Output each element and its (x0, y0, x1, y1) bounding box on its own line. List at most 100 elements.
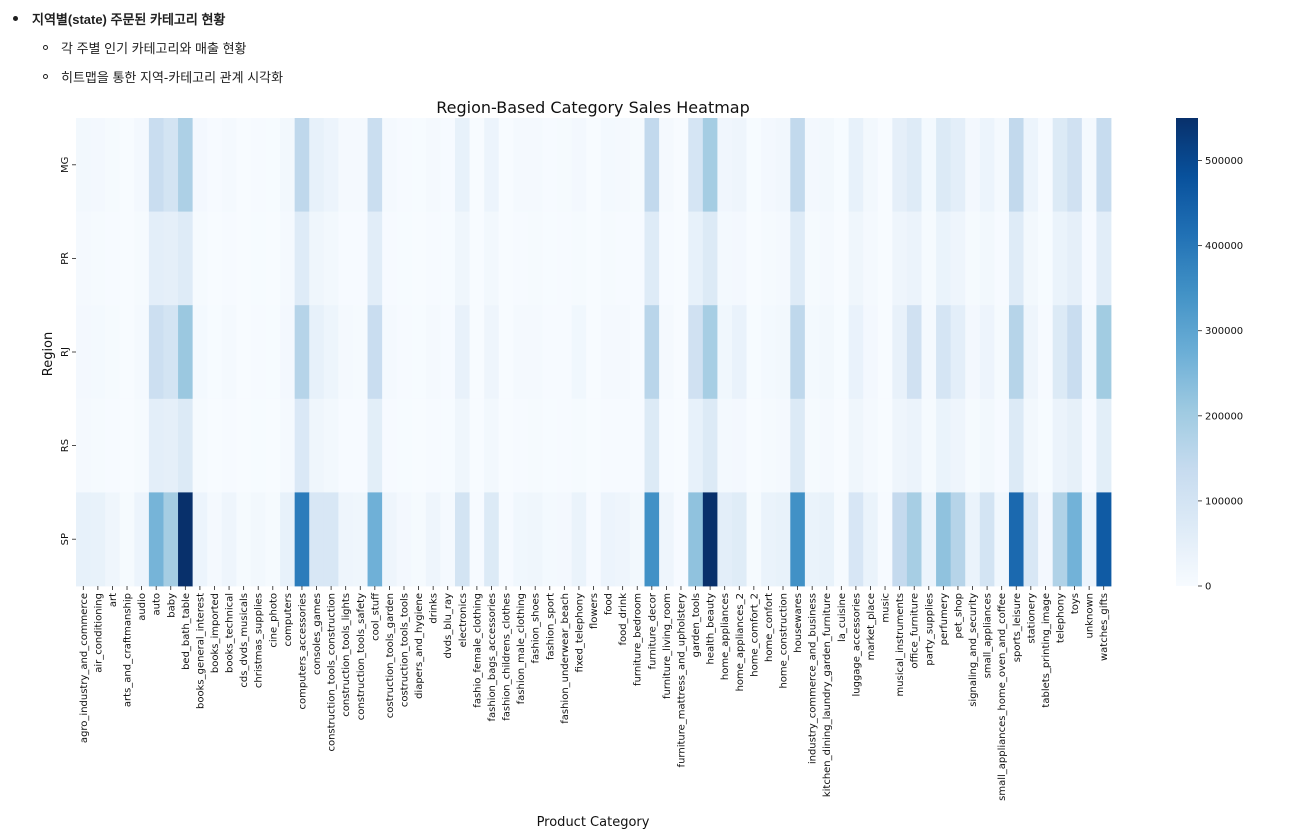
heatmap-cell (250, 118, 266, 212)
column-label: musical_instruments (895, 593, 906, 697)
heatmap-cell (644, 118, 660, 212)
column-label: unknown (1085, 593, 1096, 638)
heatmap-cell (921, 398, 937, 493)
heatmap-cell (761, 305, 777, 400)
heatmap-cell (352, 211, 368, 306)
heatmap-cell (790, 305, 806, 400)
notes-sub-item-text: 각 주별 인기 카테고리와 매출 현황 (61, 41, 247, 56)
heatmap-cell (396, 211, 412, 306)
heatmap-cell (498, 118, 514, 212)
heatmap-cell (1052, 305, 1068, 400)
heatmap-cell (192, 118, 208, 212)
heatmap-cell (790, 211, 806, 306)
heatmap-cell (673, 118, 689, 212)
column-label: industry_commerce_and_business (808, 593, 819, 764)
heatmap-cell (207, 118, 223, 212)
column-label: home_appliances_2 (735, 593, 746, 691)
heatmap-cell (178, 305, 194, 400)
heatmap-cell (280, 398, 296, 493)
heatmap-cell (892, 118, 908, 212)
heatmap-cell (848, 398, 864, 493)
heatmap-cell (527, 211, 543, 306)
heatmap-cell (557, 492, 573, 587)
heatmap-cell (1081, 492, 1097, 587)
heatmap-cell (425, 305, 441, 400)
heatmap-cell (134, 492, 150, 587)
heatmap-cell (892, 398, 908, 493)
heatmap-cell (542, 398, 558, 493)
heatmap-cell (323, 118, 339, 212)
heatmap-cell (90, 492, 106, 587)
heatmap-cell (411, 398, 427, 493)
heatmap-cell (615, 492, 631, 587)
row-labels: MG PR RJ RS SP (60, 157, 76, 545)
heatmap-cell (688, 492, 704, 587)
heatmap-cell (469, 211, 485, 306)
heatmap-cell (119, 118, 135, 212)
heatmap-cell (717, 211, 733, 306)
column-label: home_construction (779, 593, 790, 689)
heatmap-cell (761, 211, 777, 306)
heatmap-cell (1023, 398, 1039, 493)
heatmap-cell (731, 305, 747, 400)
heatmap-cell (1038, 211, 1054, 306)
heatmap-cell (804, 211, 820, 306)
heatmap-cell (76, 305, 91, 400)
heatmap-cell (746, 398, 762, 493)
heatmap-cell (280, 305, 296, 400)
column-label: books_general_interest (195, 593, 206, 709)
column-label: furniture_decor (647, 592, 658, 669)
heatmap-cell (557, 118, 573, 212)
x-axis-label: Product Category (537, 815, 650, 830)
bullet-circle-icon (43, 74, 48, 80)
column-label: party_supplies (924, 593, 935, 666)
heatmap-cell (1023, 305, 1039, 400)
heatmap-cell (1052, 398, 1068, 493)
heatmap-cell (221, 305, 237, 400)
heatmap-cell (396, 398, 412, 493)
heatmap-cell (965, 492, 981, 587)
heatmap-cell (673, 211, 689, 306)
heatmap-cell (352, 398, 368, 493)
heatmap-cell (906, 492, 922, 587)
column-label: cds_dvds_musicals (239, 593, 250, 688)
heatmap-cell (76, 492, 91, 587)
heatmap-cell (629, 305, 645, 400)
heatmap-cell (673, 492, 689, 587)
heatmap-cell (731, 492, 747, 587)
column-label: computers_accessories (297, 593, 308, 710)
heatmap-cell (746, 211, 762, 306)
heatmap-cell (659, 492, 675, 587)
heatmap-cell (1081, 398, 1097, 493)
column-label: small_appliances_home_oven_and_coffee (997, 593, 1008, 801)
heatmap-cell (105, 118, 121, 212)
heatmap-cell (702, 118, 718, 212)
column-label: housewares (793, 593, 804, 653)
column-label: consoles_games (312, 593, 323, 675)
column-label: music (881, 593, 892, 623)
column-label: sports_leisure (1012, 593, 1023, 662)
heatmap-cell (163, 211, 179, 306)
row-label: PR (60, 252, 71, 265)
heatmap-cell (717, 492, 733, 587)
column-label: fashion_shoes (531, 593, 542, 663)
heatmap-cell (557, 211, 573, 306)
heatmap-cell (571, 118, 587, 212)
heatmap-cell (309, 305, 325, 400)
heatmap-cell (1096, 211, 1112, 306)
heatmap-cell (615, 211, 631, 306)
heatmap-cell (994, 305, 1010, 400)
heatmap-cell (178, 211, 194, 306)
heatmap-cell (979, 305, 995, 400)
heatmap-cell (338, 118, 354, 212)
heatmap-cell (1081, 305, 1097, 400)
heatmap-cell (950, 118, 966, 212)
heatmap-cell (994, 398, 1010, 493)
heatmap-cell (90, 305, 106, 400)
heatmap-cell (775, 305, 791, 400)
heatmap-cell (119, 398, 135, 493)
heatmap-cell (950, 211, 966, 306)
heatmap-cell (615, 398, 631, 493)
heatmap-cell (1008, 305, 1024, 400)
y-axis-label: Region (41, 332, 56, 377)
